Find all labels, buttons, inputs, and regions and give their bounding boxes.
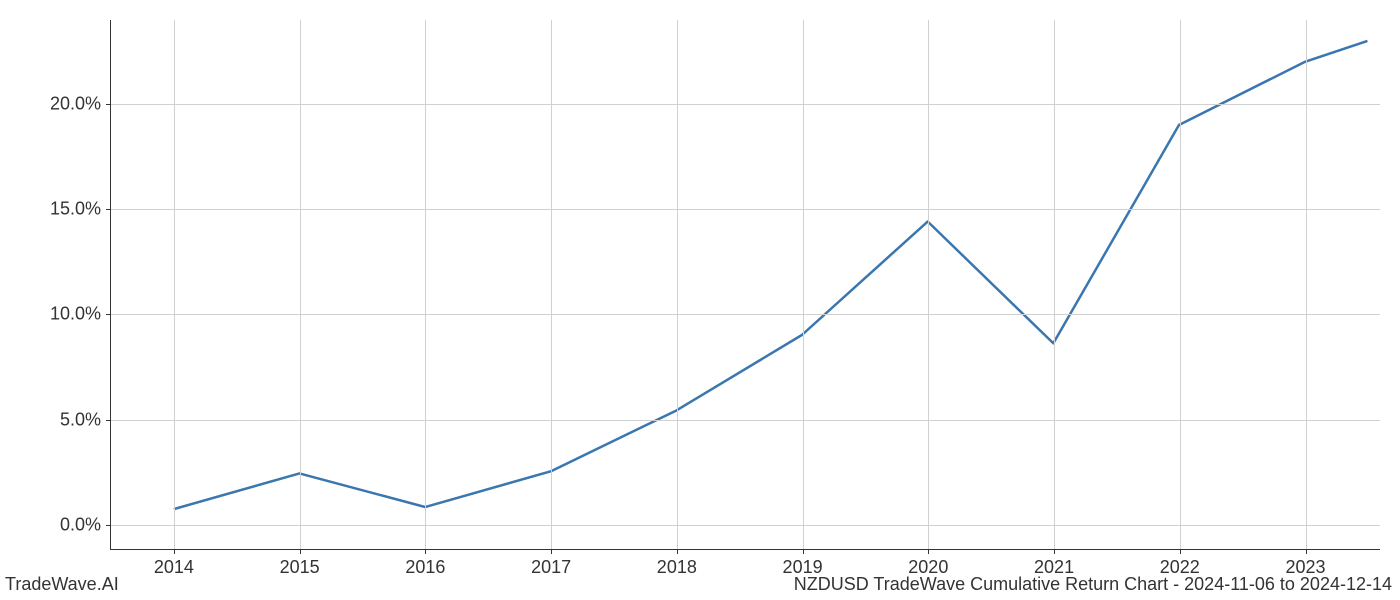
grid-line-horizontal xyxy=(111,314,1380,315)
y-tick-mark xyxy=(106,314,111,315)
x-tick-mark xyxy=(1054,549,1055,554)
grid-line-horizontal xyxy=(111,420,1380,421)
plot-area: 0.0%5.0%10.0%15.0%20.0%20142015201620172… xyxy=(110,20,1380,550)
grid-line-vertical xyxy=(300,20,301,549)
y-tick-label: 15.0% xyxy=(50,199,101,220)
y-tick-mark xyxy=(106,209,111,210)
grid-line-vertical xyxy=(1180,20,1181,549)
y-tick-mark xyxy=(106,525,111,526)
x-tick-mark xyxy=(425,549,426,554)
x-tick-mark xyxy=(803,549,804,554)
y-tick-label: 10.0% xyxy=(50,304,101,325)
x-tick-mark xyxy=(174,549,175,554)
x-tick-label: 2017 xyxy=(531,557,571,578)
grid-line-horizontal xyxy=(111,525,1380,526)
x-tick-mark xyxy=(928,549,929,554)
x-tick-mark xyxy=(551,549,552,554)
grid-line-vertical xyxy=(174,20,175,549)
x-tick-mark xyxy=(1180,549,1181,554)
y-tick-label: 0.0% xyxy=(60,514,101,535)
grid-line-vertical xyxy=(677,20,678,549)
x-tick-mark xyxy=(677,549,678,554)
y-tick-mark xyxy=(106,104,111,105)
footer-left-label: TradeWave.AI xyxy=(5,574,119,595)
grid-line-vertical xyxy=(803,20,804,549)
data-line xyxy=(174,41,1368,509)
grid-line-horizontal xyxy=(111,209,1380,210)
grid-line-vertical xyxy=(1306,20,1307,549)
y-tick-label: 5.0% xyxy=(60,409,101,430)
y-tick-mark xyxy=(106,420,111,421)
y-tick-label: 20.0% xyxy=(50,94,101,115)
x-tick-label: 2018 xyxy=(657,557,697,578)
x-tick-label: 2014 xyxy=(154,557,194,578)
grid-line-vertical xyxy=(551,20,552,549)
chart-container: 0.0%5.0%10.0%15.0%20.0%20142015201620172… xyxy=(110,20,1380,550)
x-tick-mark xyxy=(1306,549,1307,554)
x-tick-label: 2016 xyxy=(405,557,445,578)
x-tick-label: 2015 xyxy=(280,557,320,578)
x-tick-mark xyxy=(300,549,301,554)
grid-line-vertical xyxy=(928,20,929,549)
grid-line-vertical xyxy=(1054,20,1055,549)
grid-line-horizontal xyxy=(111,104,1380,105)
line-chart-svg xyxy=(111,20,1380,549)
grid-line-vertical xyxy=(425,20,426,549)
footer-right-label: NZDUSD TradeWave Cumulative Return Chart… xyxy=(794,574,1392,595)
